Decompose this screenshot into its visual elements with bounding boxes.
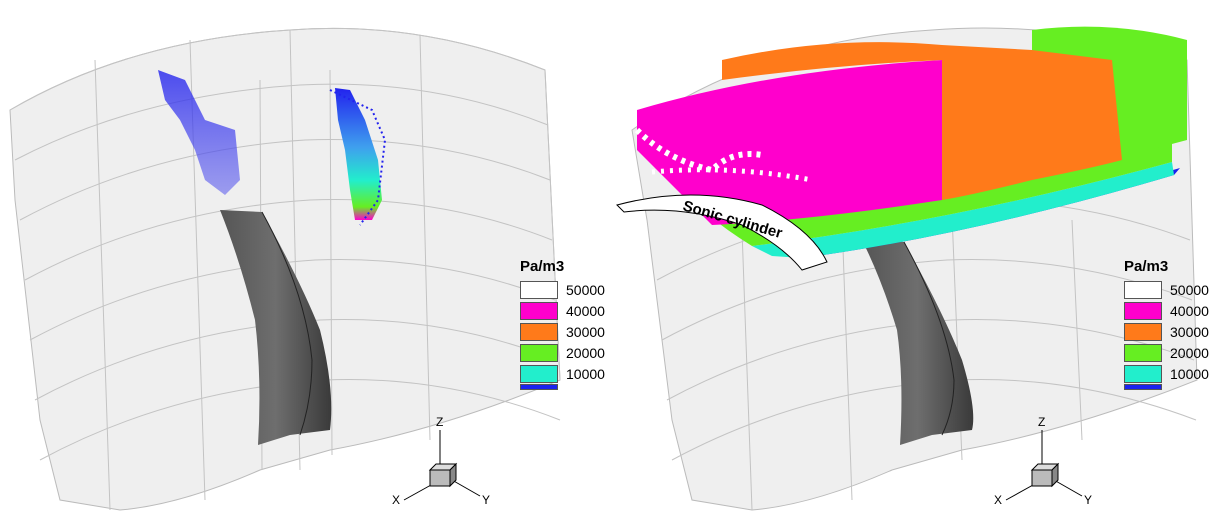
- legend-row: 40000: [520, 300, 605, 321]
- blade-edge: [903, 241, 955, 436]
- legend-swatch: [1124, 301, 1162, 320]
- turbine-blade: [862, 240, 974, 445]
- legend-title: Pa/m3: [1124, 258, 1169, 275]
- axis-y-label: Y: [482, 493, 490, 507]
- right-visualization: Sonic cylinder Z X Y: [616, 26, 1198, 511]
- legend-row: 20000: [1124, 342, 1209, 363]
- legend-row: 10000: [1124, 363, 1209, 384]
- left-panel: Z X Y Pa/m3 50000 40000 30000 20000 1000…: [9, 27, 605, 511]
- legend-title: Pa/m3: [520, 258, 565, 275]
- axis-triad: [403, 430, 481, 501]
- legend-value: 30000: [566, 323, 605, 340]
- legend-value: 40000: [1170, 302, 1209, 319]
- legend-swatch: [1124, 322, 1162, 341]
- legend-row: 30000: [520, 321, 605, 342]
- legend-row: 40000: [1124, 300, 1209, 321]
- multicolor-plume: [335, 88, 382, 220]
- legend-row: [1124, 384, 1209, 390]
- axis-z-label: Z: [436, 415, 443, 429]
- left-visualization: Z X Y: [9, 27, 561, 511]
- legend-swatch: [520, 280, 558, 299]
- axis-y-label: Y: [1084, 493, 1092, 507]
- legend-row: 20000: [520, 342, 605, 363]
- legend-swatch: [1124, 280, 1162, 299]
- legend-row: 50000: [520, 279, 605, 300]
- legend-swatch: [520, 322, 558, 341]
- turbine-blade: [220, 210, 332, 445]
- right-panel: Sonic cylinder Z X Y Pa/m3 50000 40000 3…: [612, 0, 1224, 518]
- legend-swatch: [520, 364, 558, 383]
- legend-value: 20000: [1170, 344, 1209, 361]
- legend-row: [520, 384, 605, 390]
- legend-value: 20000: [566, 344, 605, 361]
- axis-x-label: X: [994, 493, 1002, 507]
- legend-row: 10000: [520, 363, 605, 384]
- legend-value: 50000: [566, 281, 605, 298]
- legend-value: 10000: [566, 365, 605, 382]
- legend-swatch: [1124, 343, 1162, 362]
- legend-value: 30000: [1170, 323, 1209, 340]
- legend-swatch: [520, 384, 558, 390]
- axis-triad: [1005, 430, 1083, 501]
- right-legend: Pa/m3 50000 40000 30000 20000 10000: [1124, 258, 1209, 390]
- legend-value: 50000: [1170, 281, 1209, 298]
- left-legend: Pa/m3 50000 40000 30000 20000 10000: [520, 258, 605, 390]
- blue-plume: [158, 70, 240, 195]
- legend-value: 40000: [566, 302, 605, 319]
- sonic-cylinder-surface: [616, 194, 828, 271]
- blade-edge: [261, 211, 313, 436]
- legend-swatch: [1124, 364, 1162, 383]
- axis-z-label: Z: [1038, 415, 1045, 429]
- legend-swatch: [520, 343, 558, 362]
- legend-swatch: [520, 301, 558, 320]
- legend-row: 30000: [1124, 321, 1209, 342]
- plume-fringe: [329, 89, 387, 226]
- legend-swatch: [1124, 384, 1162, 390]
- legend-row: 50000: [1124, 279, 1209, 300]
- pressure-layer: [634, 26, 1187, 258]
- axis-x-label: X: [392, 493, 400, 507]
- legend-value: 10000: [1170, 365, 1209, 382]
